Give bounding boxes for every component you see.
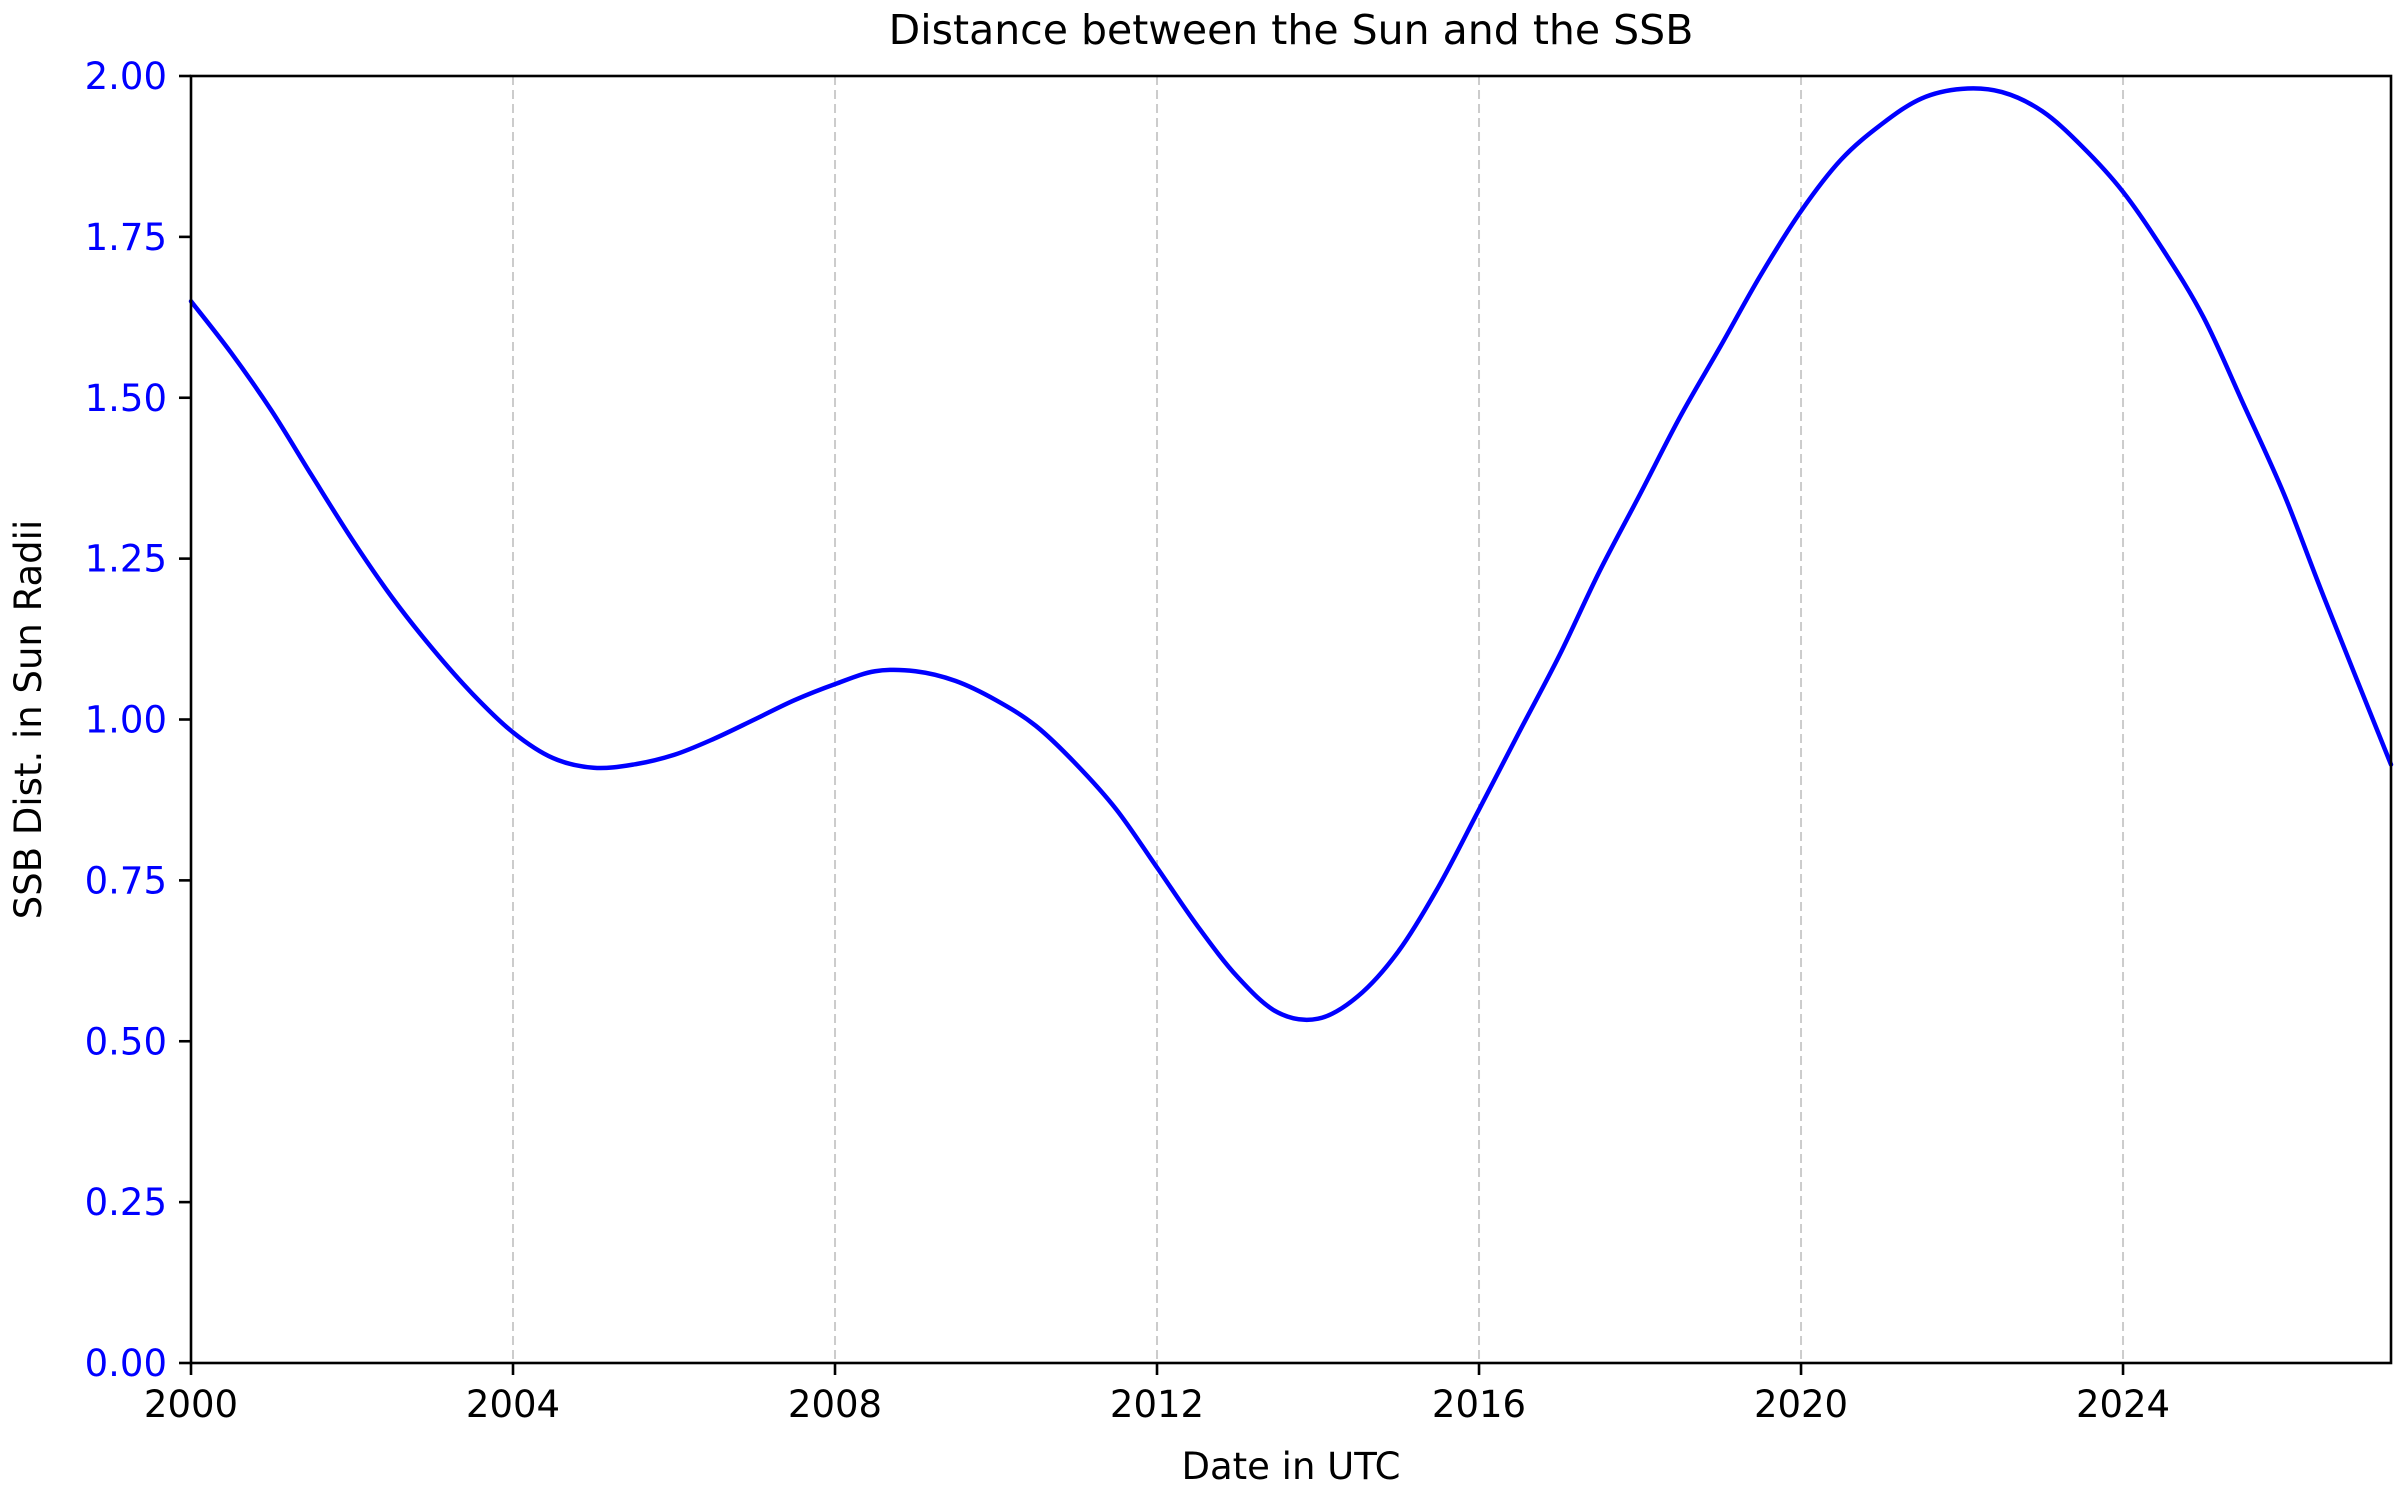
y-tick-label: 0.25 [85, 1181, 167, 1224]
x-tick-label: 2016 [1432, 1383, 1526, 1426]
grid-lines [512, 76, 2125, 1363]
x-axis-label: Date in UTC [1181, 1445, 1400, 1488]
y-axis-ticks: 0.00 0.25 0.50 0.75 1.00 1.25 1.50 1.75 2.00 [85, 55, 191, 1385]
y-axis-label: SSB Dist. in Sun Radii [7, 520, 50, 919]
plot-frame [189, 74, 2393, 1365]
y-tick-label: 0.00 [85, 1342, 167, 1385]
y-tick-label: 1.25 [85, 538, 167, 581]
y-tick-label: 1.75 [85, 216, 167, 259]
y-tick-label: 2.00 [85, 55, 167, 98]
x-tick-label: 2008 [788, 1383, 882, 1426]
y-tick-label: 0.75 [85, 859, 167, 902]
x-tick-label: 2000 [144, 1383, 238, 1426]
x-tick-label: 2012 [1110, 1383, 1204, 1426]
x-tick-label: 2004 [466, 1383, 560, 1426]
y-tick-label: 1.50 [85, 377, 167, 420]
y-tick-label: 1.00 [85, 699, 167, 742]
series-line [188, 86, 2394, 1023]
chart-title: Distance between the Sun and the SSB [889, 6, 1694, 54]
y-tick-label: 0.50 [85, 1020, 167, 1063]
x-tick-label: 2020 [1754, 1383, 1848, 1426]
x-tick-label: 2024 [2076, 1383, 2170, 1426]
x-axis-ticks: 2000 2004 2008 2012 2016 2020 2024 [144, 1363, 2170, 1426]
